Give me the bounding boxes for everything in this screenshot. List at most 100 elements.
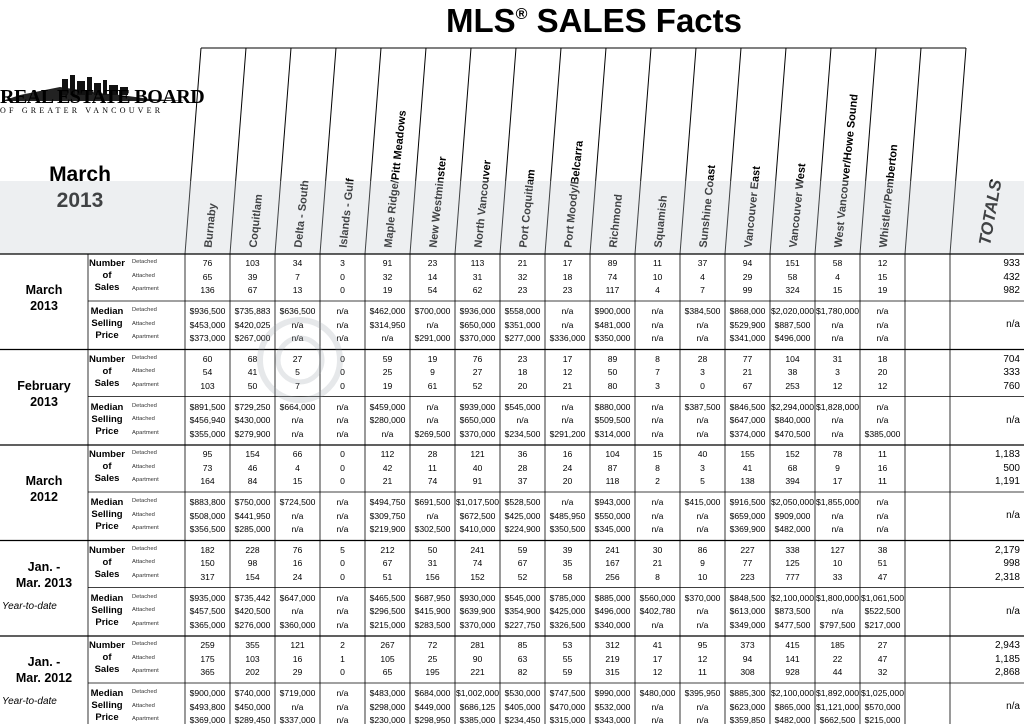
sales-type-label: Apartment: [132, 381, 159, 388]
sales-cell: 415: [785, 640, 800, 650]
price-cell: $234,450: [504, 715, 541, 725]
year-to-date-label: Year-to-date: [2, 696, 57, 707]
sales-cell: 23: [562, 285, 573, 295]
sales-cell: 14: [427, 271, 438, 282]
sales-cell: 60: [202, 353, 213, 364]
price-cell: $315,000: [549, 715, 586, 725]
sales-cell: 16: [562, 449, 573, 459]
price-cell: $1,121,000: [815, 701, 859, 712]
price-cell: $402,780: [639, 606, 676, 616]
sales-cell: 52: [517, 571, 528, 582]
sales-cell: 227: [740, 544, 755, 555]
price-cell: $840,000: [774, 415, 811, 425]
sales-cell: 98: [247, 558, 258, 568]
price-cell: $494,750: [369, 497, 406, 507]
sales-cell: 152: [785, 449, 800, 459]
price-cell: n/a: [291, 333, 304, 343]
sales-cell: 40: [472, 462, 483, 473]
number-of-sales-label: Number of Sales: [89, 544, 125, 580]
price-cell: n/a: [291, 319, 304, 330]
board-logo-subtitle: OF GREATER VANCOUVER: [0, 106, 164, 115]
sales-cell: 80: [607, 380, 618, 391]
price-cell: n/a: [651, 510, 664, 521]
sales-cell: 40: [697, 449, 708, 459]
sales-cell: 256: [605, 571, 620, 582]
sales-cell: 20: [517, 380, 528, 391]
sales-cell: 121: [290, 640, 305, 650]
price-cell: $370,000: [459, 333, 496, 343]
sales-cell: 195: [425, 667, 440, 677]
sales-cell: 156: [425, 571, 440, 582]
price-cell: $560,000: [639, 592, 676, 603]
price-cell: n/a: [876, 333, 889, 343]
sales-cell: 28: [517, 462, 528, 473]
sales-type-label: Attached: [132, 654, 155, 661]
sales-cell: 47: [877, 571, 888, 582]
price-cell: n/a: [696, 319, 709, 330]
price-cell: $302,500: [414, 524, 451, 534]
sales-cell: 19: [382, 380, 393, 391]
period-title: March 2013: [49, 163, 111, 212]
price-cell: $545,000: [504, 401, 541, 412]
price-cell: $387,500: [684, 401, 721, 412]
price-cell: $373,000: [189, 333, 226, 343]
price-cell: $636,500: [279, 306, 316, 316]
price-cell: n/a: [426, 401, 439, 412]
price-cell: $459,000: [369, 401, 406, 412]
sales-cell: 16: [877, 462, 888, 473]
price-cell: $1,828,000: [815, 401, 859, 412]
price-cell: n/a: [291, 701, 304, 712]
price-cell: $883,800: [189, 497, 226, 507]
header-separator: [859, 47, 877, 255]
header-separator: [904, 47, 922, 255]
column-header-9: Richmond: [608, 194, 626, 249]
price-cell: $550,000: [594, 510, 631, 521]
price-cell: $215,000: [369, 619, 406, 630]
sales-cell: 74: [427, 476, 438, 486]
price-cell: $285,000: [234, 524, 271, 534]
sales-cell: 65: [202, 271, 213, 282]
price-cell: $456,940: [189, 415, 226, 425]
price-cell: $483,000: [369, 688, 406, 698]
price-type-label: Attached: [132, 320, 155, 327]
price-cell: $269,500: [414, 428, 451, 439]
sales-total-cell: 500: [1003, 462, 1020, 474]
price-cell: $219,900: [369, 524, 406, 534]
sales-cell: 37: [697, 258, 708, 268]
price-cell: $846,500: [729, 401, 766, 412]
sales-cell: 118: [605, 476, 620, 486]
sales-cell: 39: [247, 271, 258, 282]
price-cell: n/a: [561, 306, 574, 316]
price-cell: $900,000: [594, 306, 631, 316]
sales-cell: 58: [562, 571, 573, 582]
price-cell: $1,025,000: [860, 688, 904, 698]
sales-type-label: Detached: [132, 545, 157, 552]
price-cell: $650,000: [459, 319, 496, 330]
board-logo-name: REAL ESTATE BOARD: [0, 86, 205, 108]
sales-cell: 7: [295, 380, 300, 391]
sales-cell: 51: [382, 571, 393, 582]
sales-total-cell: 2,868: [994, 667, 1020, 678]
sales-cell: 59: [562, 667, 573, 677]
sales-cell: 90: [472, 653, 483, 664]
sales-cell: 0: [340, 476, 345, 486]
sales-cell: 21: [742, 367, 753, 377]
sales-cell: 112: [380, 449, 395, 459]
header-separator: [814, 47, 832, 255]
sales-cell: 3: [835, 367, 840, 377]
price-total-cell: n/a: [1006, 319, 1020, 330]
sales-cell: 221: [470, 667, 485, 677]
sales-cell: 175: [200, 653, 215, 664]
sales-cell: 11: [653, 258, 662, 268]
sales-cell: 104: [605, 449, 620, 459]
price-cell: $1,800,000: [815, 592, 859, 603]
sales-cell: 91: [382, 258, 393, 268]
sales-cell: 67: [517, 558, 528, 568]
price-cell: $230,000: [369, 715, 406, 725]
sales-cell: 777: [785, 571, 800, 582]
sales-cell: 89: [607, 258, 618, 268]
sales-cell: 3: [655, 380, 660, 391]
price-cell: $370,000: [459, 619, 496, 630]
price-type-label: Apartment: [132, 716, 159, 722]
